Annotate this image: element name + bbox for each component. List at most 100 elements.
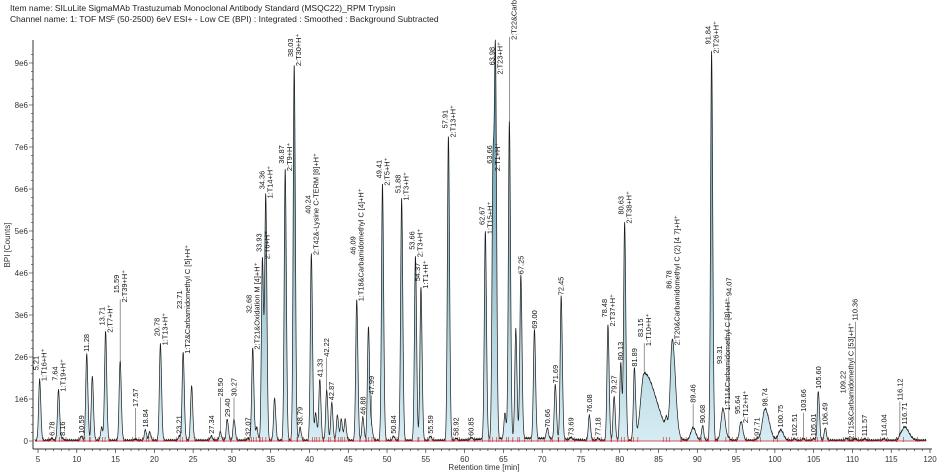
- x-tick-label: 5: [36, 455, 41, 464]
- peak-label: 5.21 1:T16+H⁺: [32, 349, 49, 382]
- peak-rt-label: 71.69: [551, 365, 560, 384]
- x-tick-label: 105: [807, 455, 821, 464]
- peak-label: 28.50: [216, 378, 225, 397]
- peak-rt-label: 7.64: [51, 366, 60, 380]
- y-tick-label: 7e6: [15, 143, 29, 152]
- x-tick-label: 10: [72, 455, 81, 464]
- peak-label: 6.78: [47, 422, 56, 436]
- x-tick-label: 120: [923, 455, 937, 464]
- peak-rt-label: 20.78: [152, 318, 161, 337]
- x-tick-label: 115: [885, 455, 898, 464]
- peak-rt-label: 95.64: [733, 396, 742, 415]
- peak-area-fill: [34, 39, 927, 441]
- peak-label: 33.93 2:T6+H⁺: [254, 231, 271, 259]
- peak-name-label: 1:T1+H⁺: [421, 260, 430, 288]
- peak-name-label: 2:T20&Carbamidomethyl C (2) [4 7]+H⁺: [672, 215, 681, 345]
- peak-label: 47.99: [367, 376, 376, 395]
- label-leaders: [119, 36, 901, 439]
- peak-label: 95.64 2:T12+H⁺: [733, 391, 750, 424]
- peak-name-label: 2:T39+H⁺: [120, 270, 129, 303]
- peak-rt-label: 106.49: [821, 403, 830, 426]
- peak-name-label: 2:T26+H⁺: [712, 21, 721, 54]
- peak-label: 111.57: [860, 415, 869, 437]
- peak-label: 13.71 2:T7+H⁺: [98, 304, 115, 332]
- peak-rt-label: 33.93: [254, 233, 263, 252]
- peak-label: 102.51: [790, 414, 799, 437]
- peak-rt-label: 80.13: [616, 342, 625, 361]
- peak-label: 78.48 2:T37+H⁺: [600, 294, 617, 327]
- peak-label: 51.88 1:T3+H⁺: [394, 172, 411, 200]
- peak-label: 34.36 1:T14+H⁺: [258, 166, 275, 199]
- peak-rt-label: 38.03: [286, 39, 295, 58]
- peak-rt-label: 116.12: [895, 379, 904, 401]
- peak-rt-label: 116.71: [900, 403, 909, 425]
- x-tick-label: 100: [768, 455, 782, 464]
- peak-name-label: 2:T30+H⁺: [294, 34, 303, 67]
- peak-label: 81.89: [630, 348, 639, 367]
- x-tick-label: 35: [266, 455, 275, 464]
- peak-label: 55.59: [426, 415, 435, 434]
- x-tick-label: 25: [189, 455, 198, 464]
- peak-label: 105.01: [809, 414, 818, 437]
- x-tick-label: 30: [227, 455, 236, 464]
- peak-rt-label: 42.22: [322, 338, 331, 357]
- peak-label: 94.07: [724, 278, 733, 297]
- peak-label: 36.87 2:T9+H⁺: [277, 143, 294, 171]
- peak-label: 105.60: [814, 366, 823, 389]
- peak-rt-label: 67.25: [516, 256, 525, 275]
- peak-label: 27.34: [207, 415, 216, 434]
- peak-rt-label: 89.46: [689, 384, 698, 403]
- y-tick-label: 2e6: [15, 353, 29, 362]
- x-tick-label: 95: [732, 455, 741, 464]
- peak-label: 46.88: [358, 396, 367, 415]
- peak-rt-label: 62.67: [477, 207, 486, 226]
- peak-rt-label: 41.33: [315, 359, 324, 378]
- peak-rt-label: 18.84: [141, 409, 150, 428]
- x-tick-label: 50: [383, 455, 392, 464]
- peak-label: 89.46: [689, 384, 698, 403]
- peak-rt-label: 32.68: [245, 295, 254, 314]
- peak-name-label: 2:T13+H⁺: [448, 105, 457, 138]
- peak-rt-label: 51.88: [394, 175, 403, 194]
- peak-label: 32.07: [244, 417, 253, 436]
- peak-label: 90.68: [698, 405, 707, 424]
- peak-label: 23.71 1:T2&Carbamidomethyl C [5]+H⁺: [175, 245, 192, 354]
- peak-name-label: 2:T1+H⁺: [493, 143, 502, 171]
- peak-name-label: 1:T13+H⁺: [160, 313, 169, 346]
- peak-rt-label: 63.98: [488, 47, 497, 66]
- peak-name-label: 2:T9+H⁺: [285, 143, 294, 171]
- peak-label: 18.84: [141, 409, 150, 428]
- peak-rt-label: 46.09: [349, 236, 358, 255]
- peak-label: 63.98 2:T23+H⁺: [488, 42, 505, 75]
- peak-rt-label: 29.40: [223, 399, 232, 418]
- y-axis-title: BPI [Counts]: [3, 223, 12, 268]
- peak-rt-label: 6.78: [47, 422, 56, 436]
- x-tick-label: 75: [577, 455, 586, 464]
- peak-rt-label: 11.28: [82, 334, 91, 352]
- chart-header: Item name: SILuLite SigmaMAb Trastuzumab…: [10, 3, 439, 25]
- peak-rt-label: 91.84: [704, 26, 713, 45]
- peak-label: 103.66: [799, 389, 808, 412]
- peak-rt-label: 72.45: [557, 277, 566, 296]
- peak-rt-label: 79.27: [610, 375, 619, 394]
- peak-label: 41.33: [315, 359, 324, 378]
- peak-rt-label: 83.15: [636, 319, 645, 338]
- peak-rt-label: 63.66: [485, 145, 494, 164]
- peak-label: 69.00: [530, 310, 539, 329]
- peak-rt-label: 34.36: [258, 171, 267, 190]
- peak-label: 60.85: [467, 417, 476, 436]
- peak-name-label: 2:T42&-Lysine C-TERM [8]+H⁺: [311, 153, 320, 255]
- peak-rt-label: 10.59: [77, 415, 86, 434]
- x-tick-label: 110: [846, 455, 859, 464]
- y-tick-label: 9e6: [15, 59, 29, 68]
- peak-name-label: 1:T10+H⁺: [644, 314, 653, 347]
- peak-label: 62.67 1:T15+H⁺: [477, 202, 494, 235]
- channel-name: Channel name: 1: TOF MSᴱ (50-2500) 6eV E…: [10, 14, 439, 24]
- peak-rt-label: 30.27: [230, 378, 239, 397]
- peak-rt-label: 97.71: [753, 417, 762, 436]
- peak-rt-label: 23.71: [175, 291, 184, 310]
- peak-label: 57.91 2:T13+H⁺: [440, 105, 457, 138]
- peak-label: 71.69: [551, 365, 560, 384]
- peak-label: 93.31 1:T11&Carbamidomethyl C [8]+H⁺: [715, 298, 732, 411]
- x-tick-label: 90: [693, 455, 702, 464]
